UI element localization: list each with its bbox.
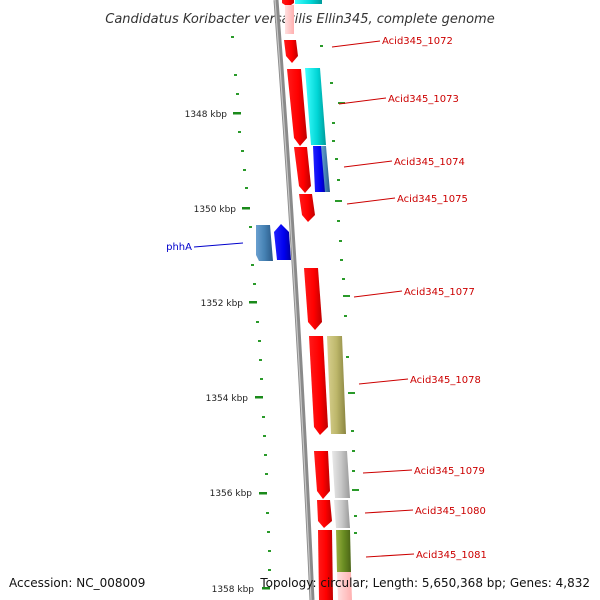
cog-phhA [274, 224, 291, 260]
cog-partial-top-2 [285, 5, 294, 34]
label-acid345-1075[interactable]: Acid345_1075 [397, 194, 468, 205]
gene-phhA[interactable] [256, 225, 273, 261]
leader-lines [193, 40, 415, 558]
scale-label-1354: 1354 kbp [206, 394, 249, 404]
cog-acid345-1078 [327, 336, 346, 434]
map-title: Candidatus Koribacter versatilis Ellin34… [105, 12, 494, 27]
genome-summary-text: Topology: circular; Length: 5,650,368 bp… [259, 576, 590, 590]
scale-label-1356: 1356 kbp [210, 489, 253, 499]
gene-acid345-1077[interactable] [304, 268, 322, 330]
cog-partial-top [295, 0, 322, 4]
scale-label-1348: 1348 kbp [185, 110, 228, 120]
scale-labels: 1348 kbp 1350 kbp 1352 kbp 1354 kbp 1356… [185, 110, 255, 595]
gene-acid345-1078[interactable] [309, 336, 328, 435]
cog-acid345-1073 [305, 68, 326, 145]
gene-acid345-1079[interactable] [314, 451, 330, 499]
scale-tick [262, 587, 270, 590]
outer-dash-track [335, 102, 359, 491]
genome-backbone [273, 0, 315, 600]
scale-ticks [233, 112, 270, 590]
cog-acid345-1074-b [321, 146, 330, 192]
label-acid345-1078[interactable]: Acid345_1078 [410, 375, 481, 386]
gene-acid345-1080[interactable] [317, 500, 332, 528]
gene-acid345-1073[interactable] [287, 69, 307, 146]
label-acid345-1072[interactable]: Acid345_1072 [382, 36, 453, 47]
label-acid345-1074[interactable]: Acid345_1074 [394, 157, 465, 168]
scale-label-1358: 1358 kbp [212, 585, 255, 595]
cog-acid345-1080 [334, 500, 350, 528]
label-acid345-1081[interactable]: Acid345_1081 [416, 550, 487, 561]
gene-acid345-1074[interactable] [294, 147, 311, 193]
gene-acid345-1072[interactable] [284, 40, 298, 63]
scale-tick [255, 396, 263, 399]
accession-text: Accession: NC_008009 [9, 576, 145, 590]
cog-acid345-1081-b [337, 572, 352, 600]
label-phhA[interactable]: phhA [166, 242, 192, 253]
genome-backbone-highlight [274, 0, 312, 600]
label-acid345-1080[interactable]: Acid345_1080 [415, 506, 486, 517]
scale-tick [233, 112, 241, 115]
gene-labels: Acid345_1072 Acid345_1073 Acid345_1074 A… [166, 36, 487, 561]
cog-acid345-1079 [332, 451, 350, 498]
scale-label-1352: 1352 kbp [201, 299, 244, 309]
outer-dot-track [320, 45, 357, 534]
gene-acid345-1081[interactable] [318, 530, 333, 600]
label-acid345-1077[interactable]: Acid345_1077 [404, 287, 475, 298]
label-acid345-1079[interactable]: Acid345_1079 [414, 466, 485, 477]
gene-acid345-1075[interactable] [299, 194, 315, 222]
scale-tick [242, 207, 250, 210]
cog-acid345-1081 [336, 530, 351, 572]
label-acid345-1073[interactable]: Acid345_1073 [388, 94, 459, 105]
inner-dot-track [231, 36, 271, 571]
gene-partial-top[interactable] [282, 0, 294, 7]
scale-tick [249, 301, 257, 304]
scale-tick [259, 492, 267, 495]
scale-label-1350: 1350 kbp [194, 205, 237, 215]
